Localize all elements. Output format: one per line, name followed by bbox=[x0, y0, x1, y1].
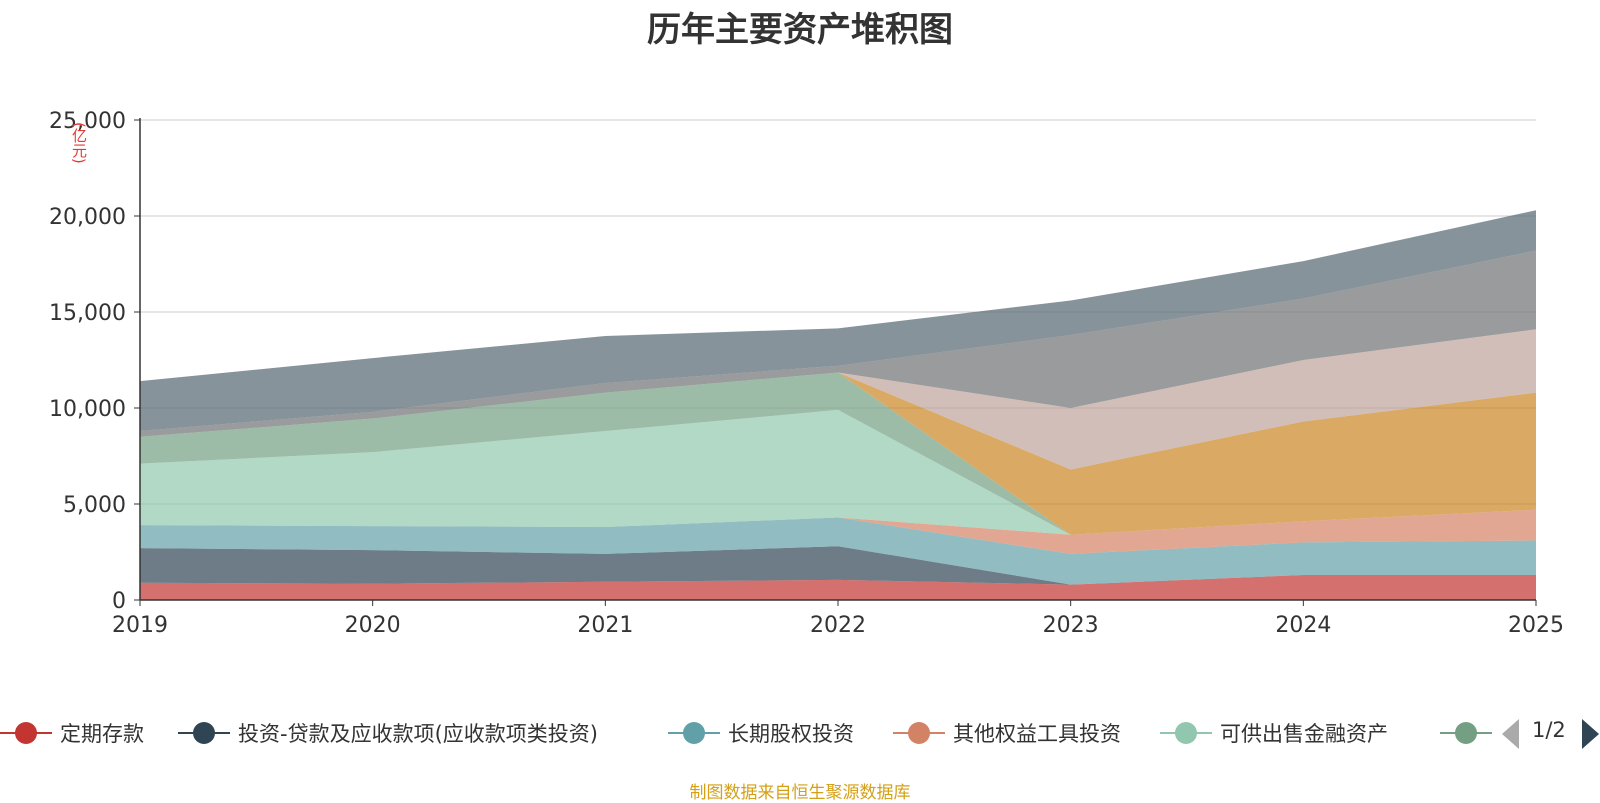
legend-label: 定期存款 bbox=[60, 722, 144, 746]
y-axis-unit-label: (亿元) bbox=[70, 122, 88, 164]
area-series-其他债权投资 bbox=[140, 250, 1536, 437]
area-series-交易性金融资产 bbox=[140, 372, 1536, 535]
legend-item[interactable]: 定期存款 bbox=[0, 712, 144, 754]
legend-label: 其他权益工具投资 bbox=[953, 722, 1121, 746]
x-tick-label: 2020 bbox=[345, 613, 401, 638]
y-tick-label: 20,000 bbox=[49, 205, 126, 230]
x-tick-label: 2021 bbox=[577, 613, 633, 638]
legend-marker-icon bbox=[178, 721, 230, 745]
x-tick-label: 2023 bbox=[1043, 613, 1099, 638]
y-tick-label: 0 bbox=[112, 589, 126, 614]
y-tick-label: 15,000 bbox=[49, 301, 126, 326]
legend-item[interactable] bbox=[1440, 712, 1500, 754]
legend-marker-icon bbox=[1440, 721, 1492, 745]
legend-item[interactable]: 投资-贷款及应收款项(应收款项类投资) bbox=[178, 712, 598, 754]
area-series-投资-贷款及应收款项(应收款项类投资) bbox=[140, 546, 1536, 585]
legend-label: 可供出售金融资产 bbox=[1220, 722, 1388, 746]
legend-prev-page-icon[interactable] bbox=[1502, 719, 1519, 749]
legend-item[interactable]: 长期股权投资 bbox=[668, 712, 854, 754]
area-series-其他资产 bbox=[140, 210, 1536, 432]
legend-marker-icon bbox=[668, 721, 720, 745]
area-series-定期存款 bbox=[140, 575, 1536, 600]
x-tick-label: 2019 bbox=[112, 613, 168, 638]
area-series-持有至到期投资 bbox=[140, 372, 1536, 535]
legend-marker-icon bbox=[893, 721, 945, 745]
area-series-债权投资 bbox=[140, 329, 1536, 470]
y-tick-label: 5,000 bbox=[63, 493, 126, 518]
legend-label: 长期股权投资 bbox=[728, 722, 854, 746]
legend-item[interactable]: 可供出售金融资产 bbox=[1160, 712, 1388, 754]
legend-next-page-icon[interactable] bbox=[1582, 719, 1599, 749]
legend-label: 投资-贷款及应收款项(应收款项类投资) bbox=[238, 722, 598, 746]
legend-pager: 1/2 bbox=[1500, 712, 1600, 754]
legend: 定期存款 投资-贷款及应收款项(应收款项类投资) 长期股权投资 其他权益工具投资 可供出… bbox=[0, 712, 1600, 754]
legend-item[interactable]: 其他权益工具投资 bbox=[893, 712, 1121, 754]
x-tick-label: 2022 bbox=[810, 613, 866, 638]
legend-marker-icon bbox=[0, 721, 52, 745]
chart-title: 历年主要资产堆积图 bbox=[647, 10, 953, 50]
area-series-可供出售金融资产 bbox=[140, 409, 1536, 535]
legend-marker-icon bbox=[1160, 721, 1212, 745]
area-series-长期股权投资 bbox=[140, 517, 1536, 585]
y-tick-label: 25,000 bbox=[49, 109, 126, 134]
legend-page-indicator: 1/2 bbox=[1532, 718, 1566, 742]
y-tick-label: 10,000 bbox=[49, 397, 126, 422]
source-note: 制图数据来自恒生聚源数据库 bbox=[689, 783, 911, 803]
x-tick-label: 2024 bbox=[1275, 613, 1331, 638]
area-series-其他权益工具投资 bbox=[140, 509, 1536, 554]
x-tick-label: 2025 bbox=[1508, 613, 1564, 638]
